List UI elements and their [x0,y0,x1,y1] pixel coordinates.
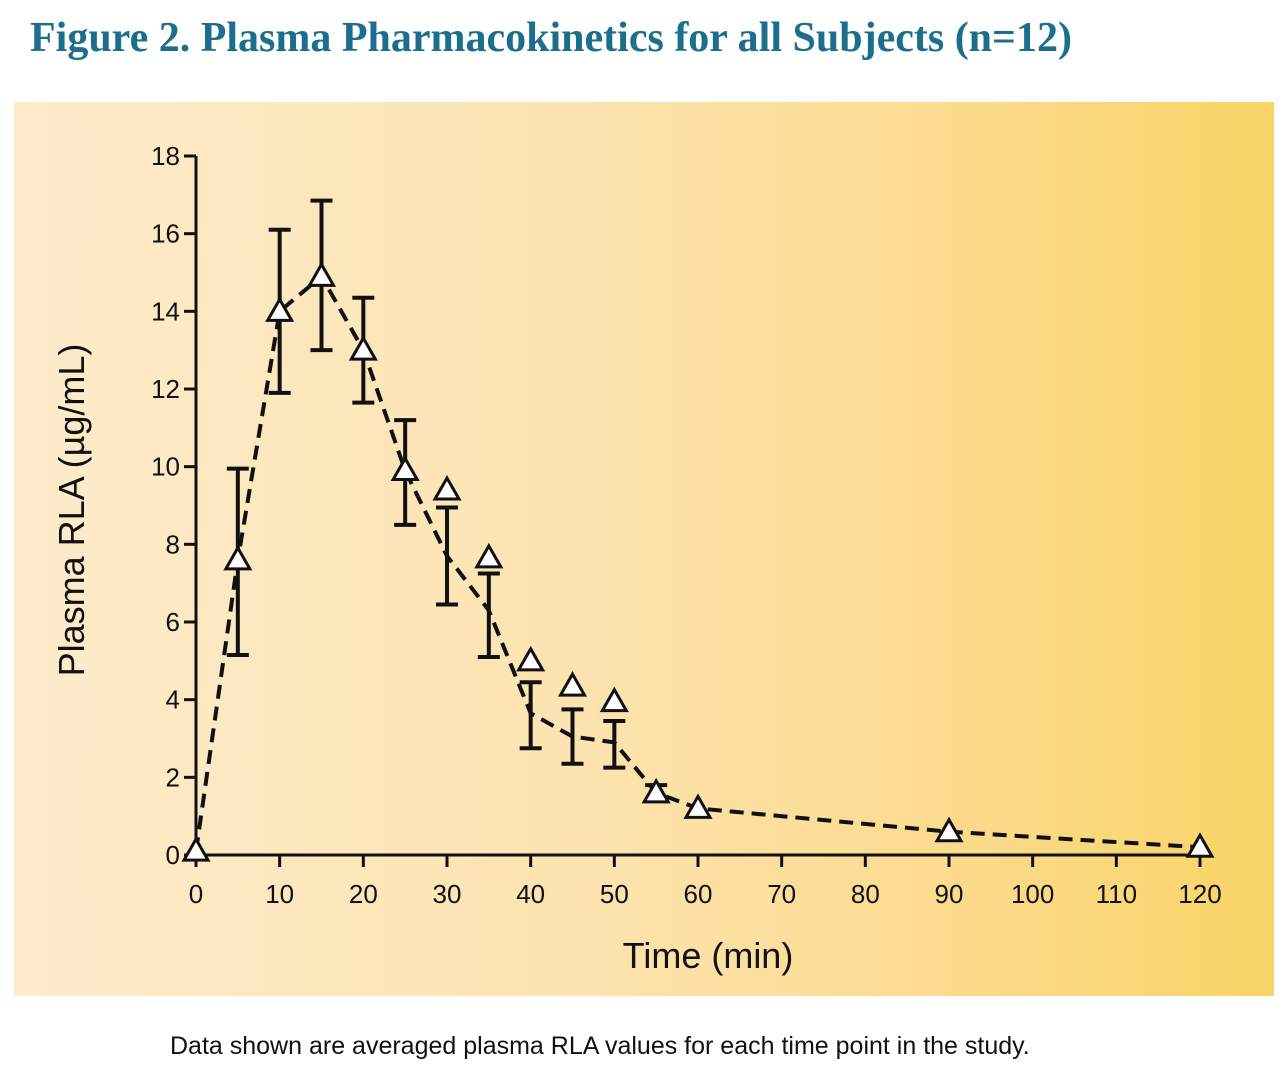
data-point-triangle [348,335,378,361]
data-point-triangle [934,816,964,843]
y-tick-label: 14 [151,296,180,326]
figure-title: Figure 2. Plasma Pharmacokinetics for al… [30,15,1072,61]
x-tick-label: 60 [684,879,713,909]
x-tick-label: 0 [189,879,203,909]
data-point-triangle [1185,832,1215,858]
x-tick-label: 50 [600,879,629,909]
y-tick-label: 6 [166,607,180,637]
x-tick-label: 30 [433,879,462,909]
data-point-triangle [516,645,546,672]
x-tick-label: 100 [1011,879,1054,909]
x-tick-label: 10 [265,879,294,909]
y-tick-label: 12 [151,374,180,404]
data-point-triangle [265,296,295,322]
data-point-triangle [474,542,504,569]
y-tick-label: 18 [151,141,180,171]
x-tick-label: 80 [851,879,880,909]
y-tick-label: 10 [151,452,180,482]
y-tick-label: 8 [166,529,180,559]
caption: Data shown are averaged plasma RLA value… [170,1032,1030,1060]
y-tick-label: 2 [166,762,180,792]
data-point-triangle [641,777,671,804]
data-point-triangle [390,455,420,482]
data-point-triangle [306,261,337,287]
x-tick-label: 40 [516,879,545,909]
x-tick-label: 20 [349,879,378,909]
x-tick-label: 90 [935,879,964,909]
y-axis-label: Plasma RLA (µg/mL) [51,344,92,677]
data-point-triangle [181,836,211,862]
chart-panel [14,102,1274,996]
x-tick-label: 70 [767,879,796,909]
data-point-triangle [599,686,629,713]
data-point-triangle [557,671,588,697]
data-point-triangle [223,544,253,571]
x-axis-label: Time (min) [623,935,794,976]
x-tick-label: 120 [1178,879,1221,909]
series-line [194,273,1201,852]
y-tick-label: 4 [166,685,180,715]
data-point-triangle [432,474,462,501]
data-point-triangle [683,793,713,819]
y-tick-label: 16 [151,219,180,249]
x-tick-label: 110 [1096,879,1137,909]
y-tick-label: 0 [166,840,180,870]
